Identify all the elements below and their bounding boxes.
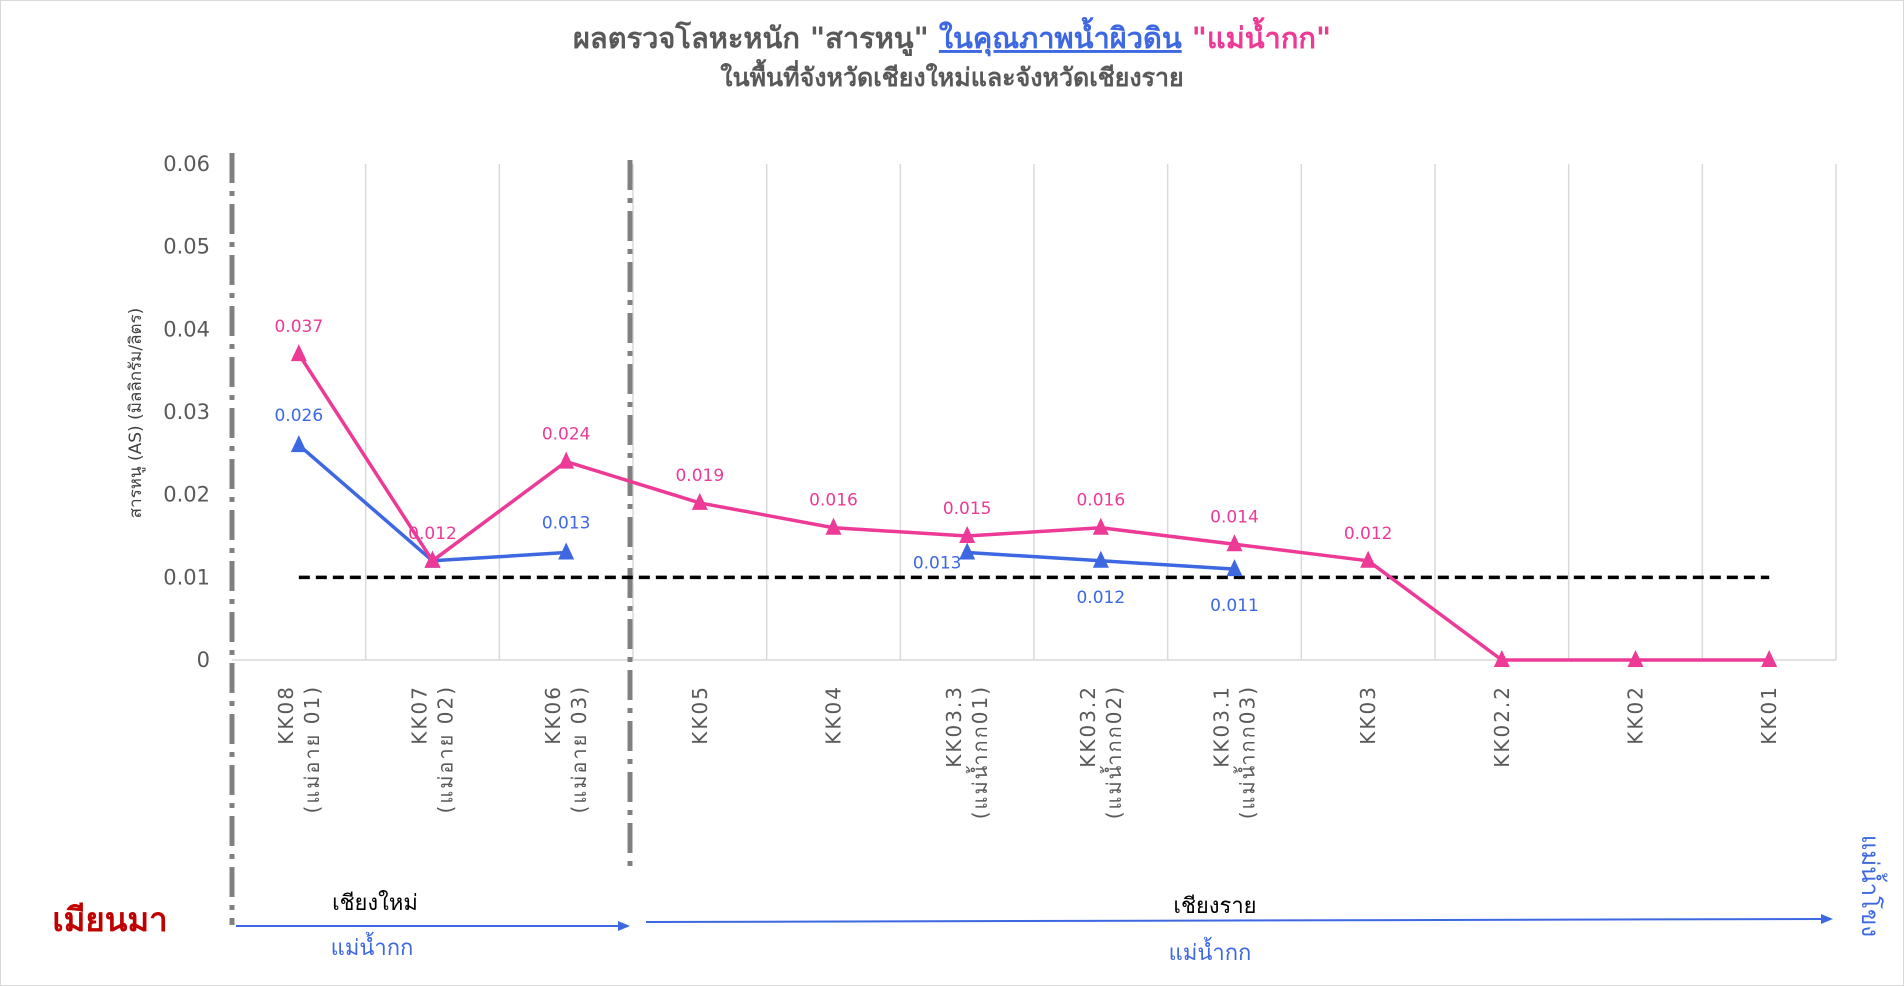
x-tick-label-line: KK01 (1757, 685, 1781, 745)
series-pink-marker (691, 492, 708, 510)
series-pink-marker (558, 451, 575, 469)
data-label-blue: 0.026 (274, 406, 323, 426)
x-tick-label-line: KK03.1 (1210, 685, 1234, 768)
myanmar-label: เมียนมา (52, 900, 167, 939)
y-tick-label: 0.01 (163, 565, 210, 589)
series-pink-marker (1360, 550, 1377, 568)
series-blue-marker (558, 542, 575, 560)
x-tick-label-line: KK05 (688, 685, 712, 745)
data-label-blue: 0.011 (1210, 596, 1259, 616)
x-tick-label: KK03 (1356, 685, 1380, 745)
x-tick-label-line: KK04 (822, 685, 846, 745)
series-blue-marker (959, 542, 976, 560)
y-tick-label: 0.04 (163, 317, 210, 341)
x-tick-label-line: (แม่น้ำกก01) (966, 685, 992, 819)
x-tick-label-line: KK03.2 (1076, 685, 1100, 768)
river-label-left: แม่น้ำกก (331, 932, 414, 961)
x-tick-label-line: KK03 (1356, 685, 1380, 745)
gridlines (232, 164, 1837, 661)
title-part1: ผลตรวจโลหะหนัก "สารหนู" (573, 20, 939, 56)
data-label-blue: 0.013 (913, 554, 962, 574)
chart-subtitle: ในพื้นที่จังหวัดเชียงใหม่และจังหวัดเชียง… (720, 58, 1183, 92)
y-axis-label: สารหนู (AS) (มิลลิกรัม/ลิตร) (126, 308, 146, 519)
river-arrow-right (645, 918, 1823, 923)
title-part3: "แม่น้ำกก" (1182, 16, 1331, 55)
x-tick-label-line: KK03.3 (942, 685, 966, 768)
data-label-pink: 0.037 (274, 317, 323, 337)
data-label-pink: 0.019 (675, 466, 724, 486)
river-arrowhead-left (618, 921, 630, 931)
x-tick-label-line: (แม่อาย 03) (567, 685, 591, 813)
series-blue-marker (1226, 559, 1243, 577)
x-tick-label: KK03.3 (แม่น้ำกก01) (942, 685, 992, 819)
x-tick-label: KK02.2 (1490, 685, 1514, 768)
x-tick-label-line: KK08 (274, 685, 298, 745)
x-tick-label-line: (แม่น้ำกก02) (1100, 685, 1126, 819)
x-tick-label-line: KK02.2 (1490, 685, 1514, 768)
series-pink-marker (1627, 650, 1644, 667)
x-tick-label: KK07 (แม่อาย 02) (408, 685, 458, 813)
x-tick-labels: KK08 (แม่อาย 01) KK07 (แม่อาย 02) KK06 (แม่อา… (274, 685, 1781, 819)
series-pink-marker (1226, 534, 1243, 552)
x-tick-label-line: (แม่น้ำกก03) (1234, 685, 1260, 819)
x-tick-label-line: (แม่อาย 02) (434, 685, 458, 813)
series-pink-marker (959, 526, 976, 543)
series-blue-marker (290, 435, 307, 453)
y-tick-label: 0.06 (163, 152, 210, 176)
y-tick-label: 0.02 (163, 483, 210, 507)
x-tick-label: KK03.2 (แม่น้ำกก02) (1076, 685, 1126, 819)
mekong-label: แม่น้ำโขง (1856, 835, 1888, 937)
chart-title: ผลตรวจโลหะหนัก "สารหนู" ในคุณภาพน้ำผิวดิ… (573, 16, 1331, 56)
x-tick-label: KK01 (1757, 685, 1781, 745)
data-label-blue: 0.013 (542, 514, 591, 534)
data-label-pink: 0.012 (1344, 524, 1393, 544)
x-tick-label-line: KK07 (408, 685, 432, 745)
x-tick-label-line: (แม่อาย 01) (300, 685, 324, 813)
data-label-pink: 0.024 (542, 425, 591, 445)
x-tick-label: KK06 (แม่อาย 03) (541, 685, 591, 813)
series-pink-marker (424, 550, 441, 568)
y-tick-label: 0.05 (163, 235, 210, 259)
data-label-pink: 0.016 (1076, 491, 1125, 511)
chiangmai-label: เชียงใหม่ (332, 890, 418, 916)
x-tick-label: KK04 (822, 685, 846, 745)
series-pink-marker (290, 344, 307, 362)
y-tick-labels: 0 0.01 0.02 0.03 0.04 0.05 0.06 (163, 152, 210, 672)
x-tick-label: KK05 (688, 685, 712, 745)
series-group (290, 344, 1778, 667)
title-part2: ในคุณภาพน้ำผิวดิน (939, 16, 1182, 56)
x-tick-label: KK08 (แม่อาย 01) (274, 685, 324, 813)
series-pink-marker (1761, 650, 1778, 667)
series-pink-marker (1092, 517, 1109, 535)
x-tick-label: KK02 (1624, 685, 1648, 745)
data-label-pink: 0.016 (809, 491, 858, 511)
series-pink-marker (1493, 650, 1510, 667)
chiangrai-label: เชียงราย (1173, 894, 1256, 919)
river-arrowhead-right (1821, 914, 1833, 924)
y-tick-label: 0 (197, 648, 210, 672)
x-tick-label-line: KK02 (1624, 685, 1648, 745)
data-label-pink: 0.012 (408, 524, 457, 544)
x-tick-label: KK03.1 (แม่น้ำกก03) (1210, 685, 1260, 819)
data-label-pink: 0.014 (1210, 507, 1259, 527)
y-tick-label: 0.03 (163, 400, 210, 424)
data-label-blue: 0.012 (1076, 588, 1125, 608)
river-label-right: แม่น้ำกก (1169, 937, 1252, 966)
series-blue-marker (1092, 550, 1109, 568)
x-tick-label-line: KK06 (541, 685, 565, 745)
series-pink-marker (825, 517, 842, 535)
data-label-pink: 0.015 (943, 499, 992, 519)
data-labels: 0.037 0.012 0.024 0.019 0.016 0.015 0.016 0.014… (274, 317, 1392, 616)
series-pink-line (297, 353, 1770, 662)
